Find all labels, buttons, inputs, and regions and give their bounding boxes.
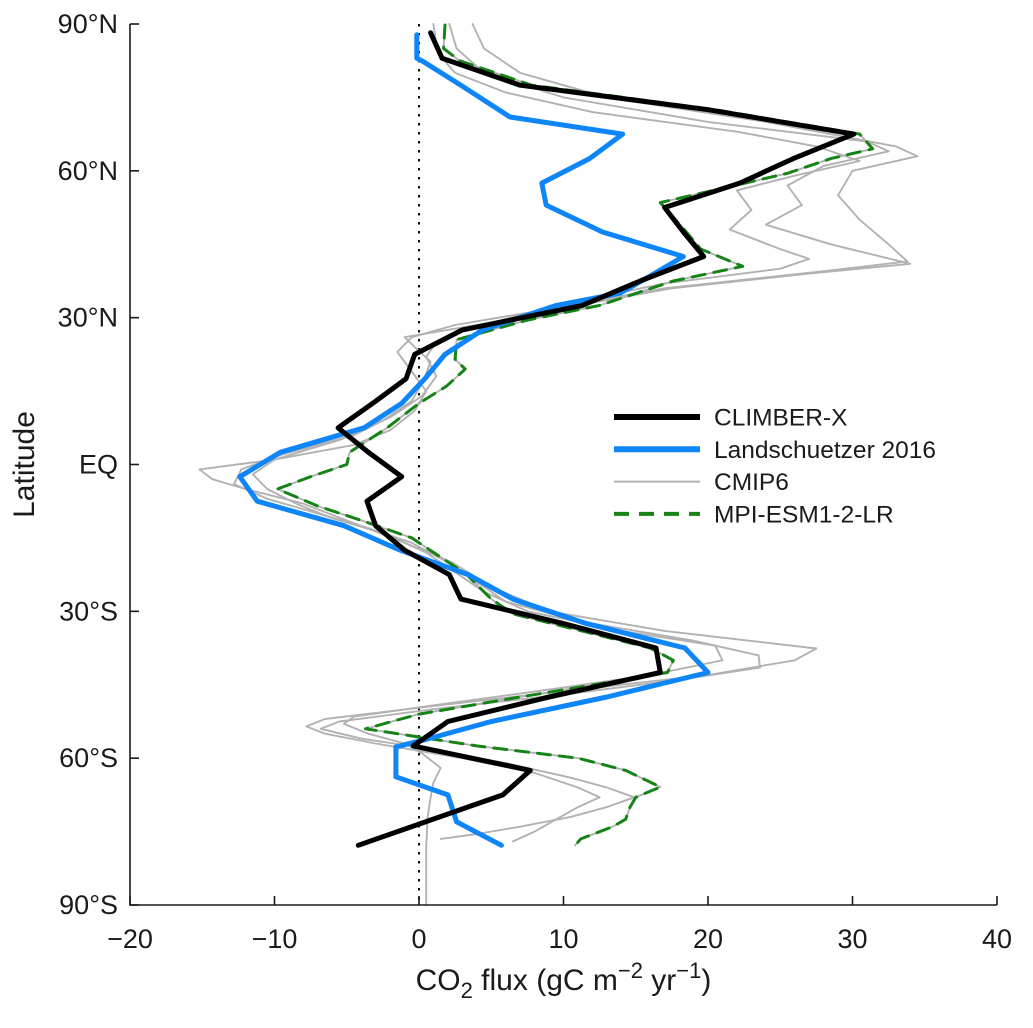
legend-item: CLIMBER-X [614, 405, 847, 432]
legend-label: CMIP6 [714, 469, 789, 496]
series-line-mpi-esm1-2-lr [277, 25, 872, 845]
y-tick-label: 60°N [58, 156, 118, 186]
x-tick-label: 40 [982, 924, 1012, 954]
series-line-landschuetzer-2016 [240, 35, 708, 846]
x-tick-label: 10 [548, 924, 578, 954]
y-tick-label: EQ [79, 450, 118, 480]
legend-item: MPI-ESM1-2-LR [614, 501, 894, 528]
x-axis-label: CO2 flux (gC m−2 yr−1) [416, 958, 712, 1003]
legend-label: CLIMBER-X [714, 405, 847, 432]
y-tick-label: 90°S [59, 890, 118, 920]
x-tick-label: −10 [252, 924, 298, 954]
legend-item: Landschuetzer 2016 [614, 437, 936, 464]
y-tick-label: 30°S [59, 596, 118, 626]
y-axis-label: Latitude [8, 411, 41, 518]
x-tick-label: 30 [837, 924, 867, 954]
co2-flux-latitude-figure: −20 −10 0 10 20 30 40 90°N 60°N 30°N EQ 30°S 60°S 90°… [0, 0, 1033, 1023]
y-tick-label: 60°S [59, 743, 118, 773]
legend: CLIMBER-X Landschuetzer 2016 CMIP6 MPI-ESM1… [614, 405, 936, 529]
y-tick-label: 90°N [58, 9, 118, 39]
legend-item: CMIP6 [614, 469, 789, 496]
series-line-cmip6-1 [199, 24, 917, 841]
x-tick-label: −20 [107, 924, 153, 954]
legend-label: Landschuetzer 2016 [714, 437, 936, 464]
legend-label: MPI-ESM1-2-LR [714, 501, 894, 528]
series-group [199, 24, 917, 905]
x-tick-label: 20 [693, 924, 723, 954]
chart-canvas: −20 −10 0 10 20 30 40 90°N 60°N 30°N EQ 30°S 60°S 90°… [0, 0, 1033, 1023]
x-tick-label: 0 [411, 924, 426, 954]
series-line-cmip6-3 [277, 25, 872, 845]
y-tick-label: 30°N [58, 303, 118, 333]
